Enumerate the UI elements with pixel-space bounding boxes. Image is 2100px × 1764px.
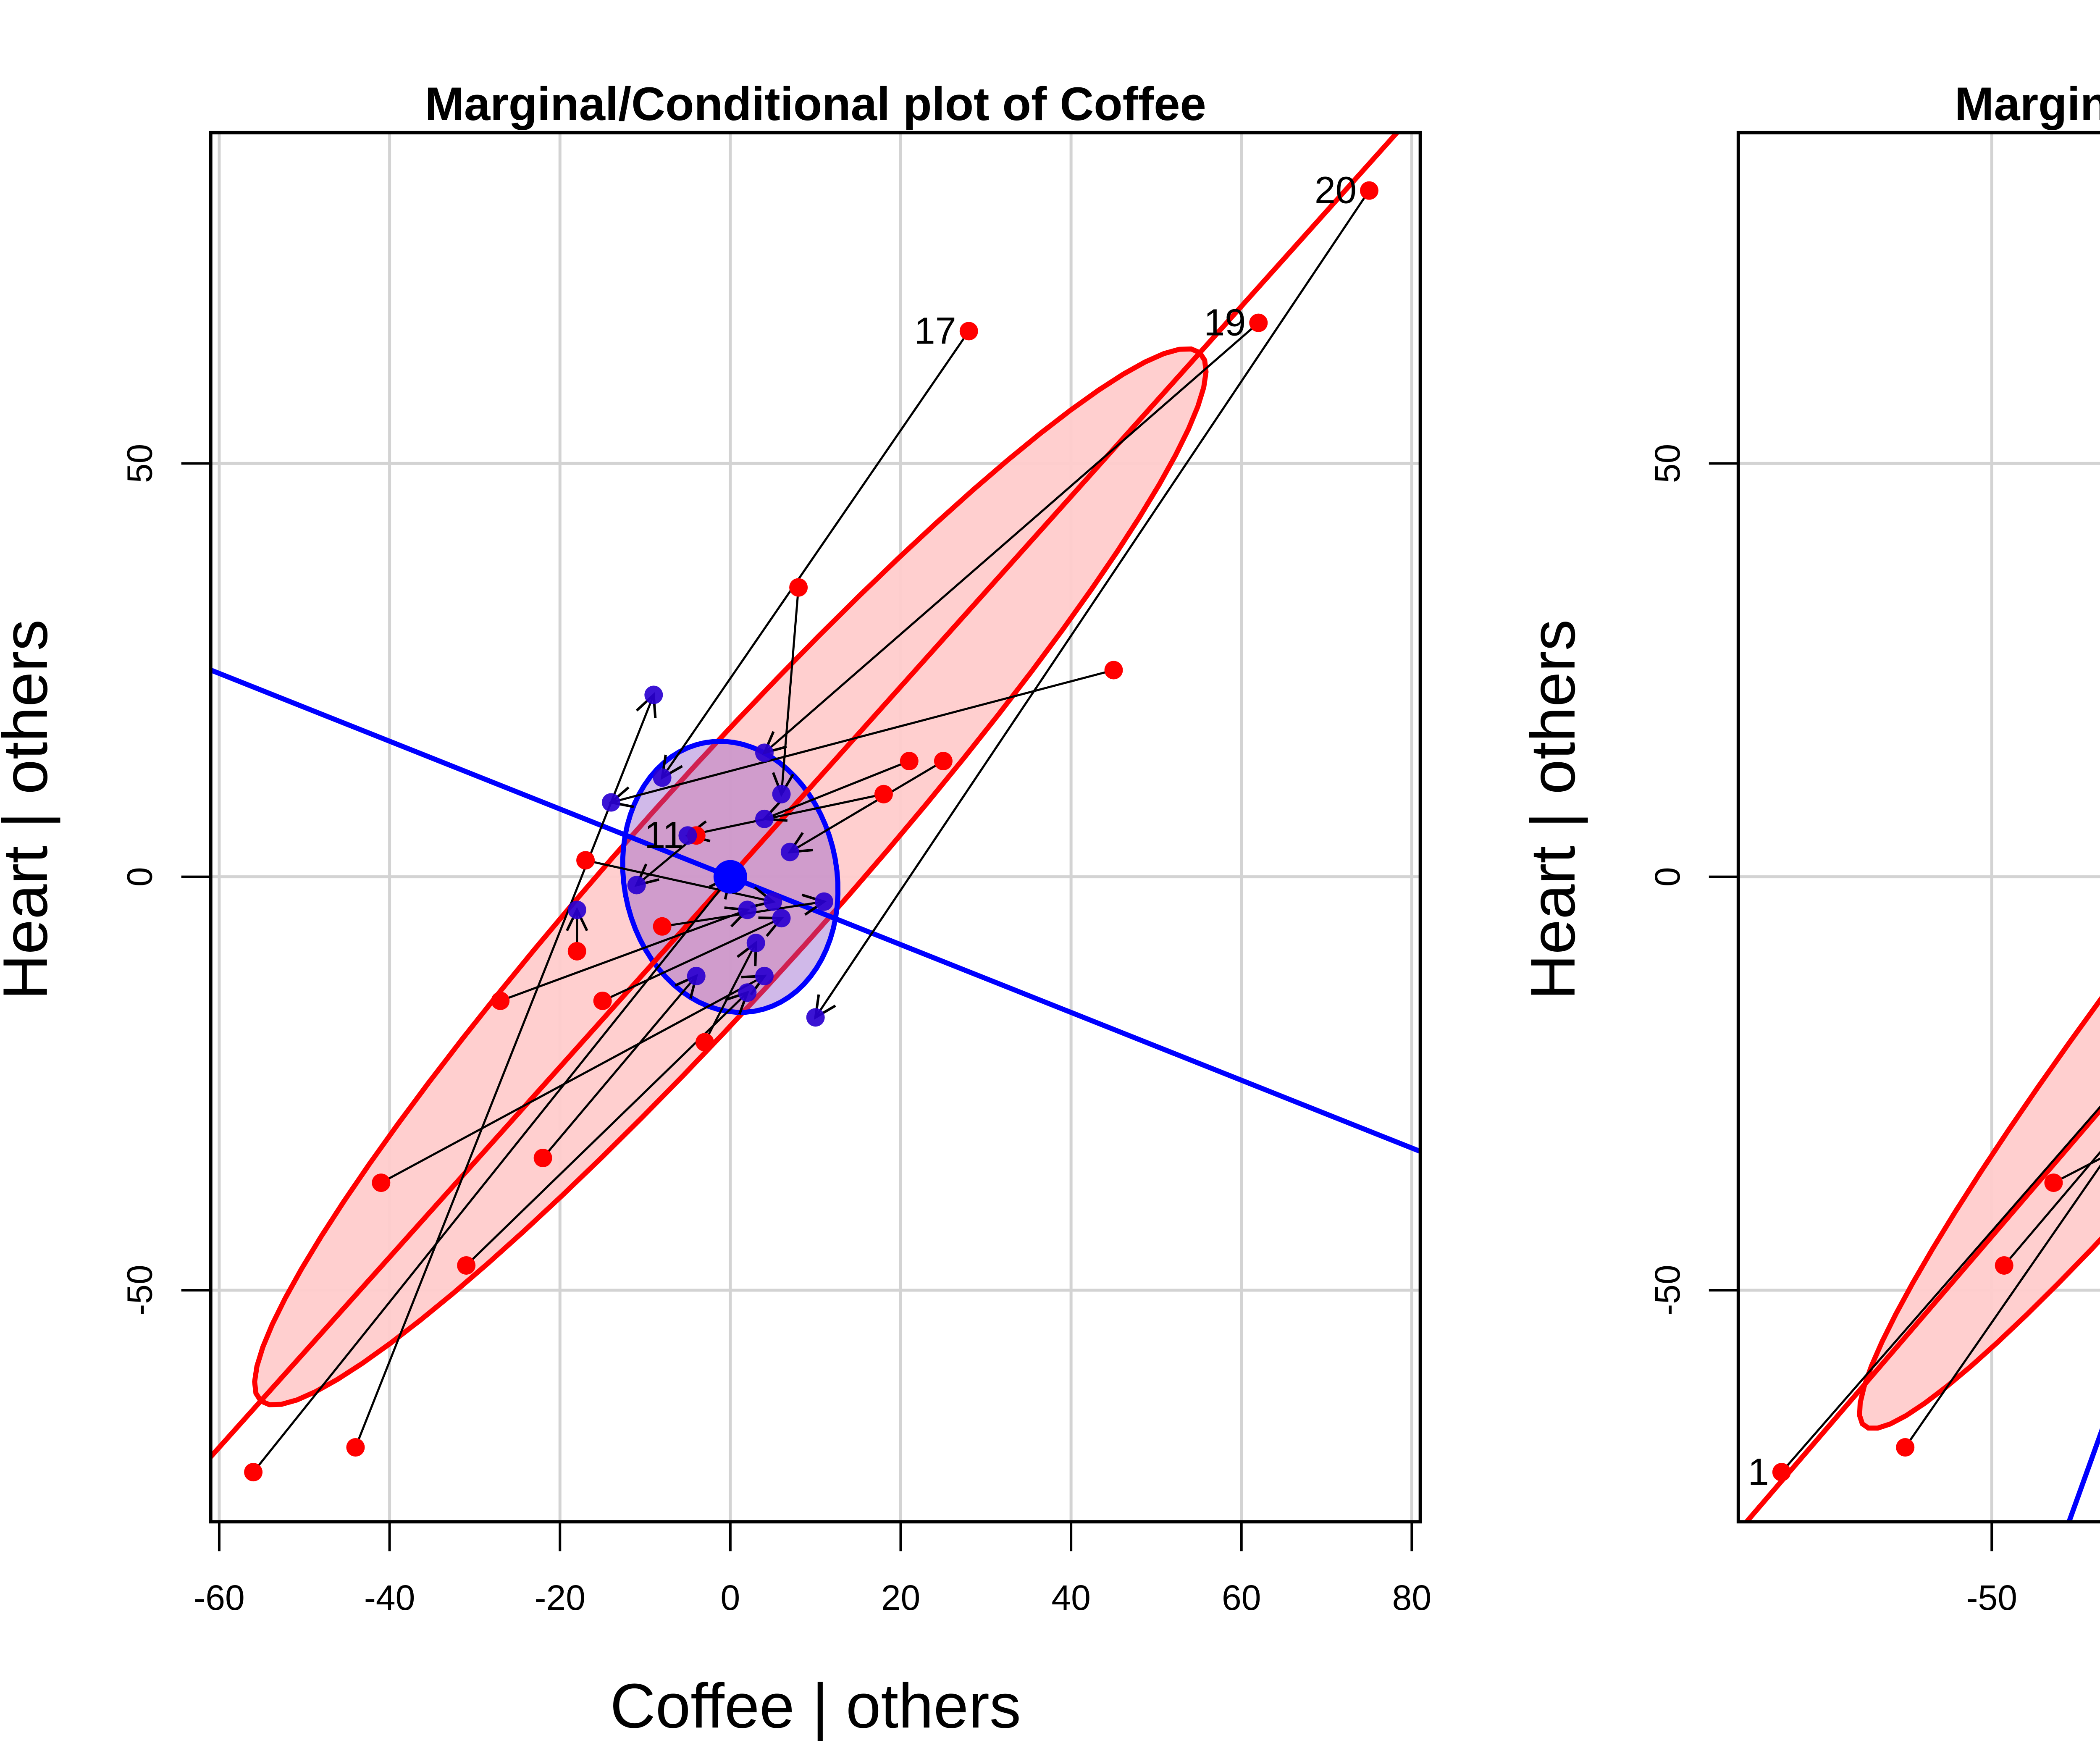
coffee-point-label: 20	[1315, 170, 1357, 212]
coffee-x-tick-label: 80	[1392, 1578, 1431, 1617]
coffee-x-tick-label: -60	[194, 1578, 244, 1617]
coffee-arrow-line	[780, 587, 800, 795]
coffee-conditional-point	[814, 892, 833, 911]
coffee-conditional-point	[764, 892, 782, 911]
coffee-marginal-point	[372, 1173, 391, 1192]
coffee-marginal-point	[346, 1438, 365, 1457]
stress-arrow-line	[2053, 1158, 2100, 1184]
coffee-x-tick-label: 40	[1051, 1578, 1090, 1617]
coffee-conditional-point	[755, 809, 774, 828]
coffee-x-tick-label: -20	[535, 1578, 585, 1617]
coffee-arrow-line	[661, 330, 970, 778]
coffee-center-point	[713, 860, 747, 894]
coffee-conditional-point	[772, 909, 791, 928]
coffee-conditional-point	[780, 843, 799, 861]
stress-panel-title: Marginal/Conditional plot of Stress	[1955, 78, 2100, 130]
coffee-y-axis-label: Heart | others	[0, 620, 60, 1000]
stress-marginal-point	[1896, 1438, 1915, 1457]
coffee-marginal-point	[567, 942, 586, 961]
coffee-marginal-point	[593, 991, 612, 1010]
coffee-x-tick-label: -40	[364, 1578, 415, 1617]
coffee-conditional-point	[755, 966, 774, 985]
coffee-marginal-point	[1360, 181, 1378, 200]
coffee-marginal-point	[653, 917, 672, 936]
coffee-arrow-line	[585, 859, 773, 903]
coffee-conditional-point	[738, 983, 757, 1002]
coffee-arrow-line	[252, 876, 731, 1473]
coffee-x-tick-label: 20	[881, 1578, 920, 1617]
stress-arrow-line	[1904, 1164, 2100, 1448]
coffee-x-tick-label: 0	[721, 1578, 740, 1617]
coffee-marginal-point	[934, 752, 953, 771]
stress-arrow-line	[1780, 1105, 2100, 1473]
coffee-arrow-line	[814, 190, 1370, 1018]
stress-plot-frame	[1736, 131, 2100, 1524]
stress-x-tick-label: -50	[1966, 1578, 2017, 1617]
coffee-marginal-point	[1104, 661, 1123, 680]
coffee-arrow-line	[764, 322, 1259, 754]
coffee-conditional-point	[755, 743, 774, 762]
coffee-arrow-line	[789, 760, 944, 853]
coffee-arrow-line	[687, 793, 884, 837]
coffee-marginal-point	[244, 1463, 263, 1482]
coffee-panel-title: Marginal/Conditional plot of Coffee	[425, 78, 1206, 130]
coffee-marginal-point	[457, 1256, 476, 1275]
coffee-y-tick-label: 50	[120, 444, 160, 483]
stress-marginal-line	[1743, 1106, 2100, 1522]
coffee-marginal-point	[576, 851, 595, 870]
stress-y-tick-label: 0	[1648, 867, 1687, 887]
coffee-arrow-line	[764, 760, 910, 820]
stress-y-tick-label: 50	[1648, 444, 1687, 483]
coffee-conditional-line	[210, 667, 1420, 1154]
coffee-marginal-point	[900, 752, 919, 771]
coffee-conditional-point	[772, 785, 791, 803]
coffee-conditional-point	[678, 826, 697, 845]
coffee-arrow-line	[500, 909, 748, 1002]
stress-marginal-point	[2044, 1173, 2063, 1192]
coffee-marginal-point	[696, 1033, 714, 1052]
coffee-x-tick-label: 60	[1222, 1578, 1261, 1617]
coffee-arrow-line	[354, 694, 655, 1448]
stress-plot-area: 2017111	[1738, 132, 2100, 1522]
coffee-conditional-point	[687, 966, 706, 985]
stress-y-axis-label: Heart | others	[1517, 620, 1588, 1000]
stress-panel: 2017111-50050100-50050Marginal/Condition…	[1517, 78, 2100, 1617]
coffee-conditional-point	[567, 900, 586, 919]
coffee-arrow-line	[542, 975, 697, 1159]
coffee-conditional-point	[738, 900, 757, 919]
coffee-plot-frame	[209, 131, 1422, 1524]
coffee-marginal-point	[1249, 313, 1268, 332]
coffee-point-label: 19	[1204, 302, 1246, 344]
stress-point-label: 1	[1748, 1451, 1769, 1493]
coffee-x-axis-label: Coffee | others	[610, 1670, 1021, 1741]
stress-arrow-line	[2003, 1151, 2100, 1266]
coffee-y-tick-label: -50	[120, 1265, 160, 1315]
stress-conditional-line	[2066, 1428, 2100, 1522]
coffee-point-label: 17	[914, 310, 956, 352]
coffee-point-label: 11	[644, 814, 683, 856]
coffee-y-tick-label: 0	[120, 867, 160, 887]
coffee-marginal-point	[789, 578, 808, 597]
coffee-conditional-point	[644, 685, 663, 704]
coffee-conditional-point	[653, 768, 672, 787]
coffee-conditional-point	[627, 876, 646, 895]
stress-marginal-point	[1995, 1256, 2013, 1275]
coffee-marginal-point	[491, 991, 510, 1010]
coffee-plot-area: 20 19 17 11	[210, 132, 1420, 1522]
coffee-conditional-point	[746, 934, 765, 953]
coffee-conditional-point	[806, 1008, 825, 1027]
coffee-conditional-point	[601, 793, 620, 812]
coffee-marginal-point	[959, 322, 978, 341]
coffee-marginal-line	[210, 132, 1401, 1461]
coffee-arrow-line	[602, 917, 782, 1002]
coffee-arrow-line	[381, 975, 765, 1184]
coffee-marginal-point	[874, 785, 893, 803]
stress-marginal-point	[1772, 1463, 1791, 1482]
coffee-arrow-line	[611, 669, 1114, 803]
stress-y-tick-label: -50	[1648, 1265, 1687, 1315]
coffee-marginal-point	[533, 1149, 552, 1168]
coffee-panel: 20 19 17 11 -60 -40 -20 0 20 40 60 80 -50 0 50 Marginal…	[0, 78, 1431, 1741]
